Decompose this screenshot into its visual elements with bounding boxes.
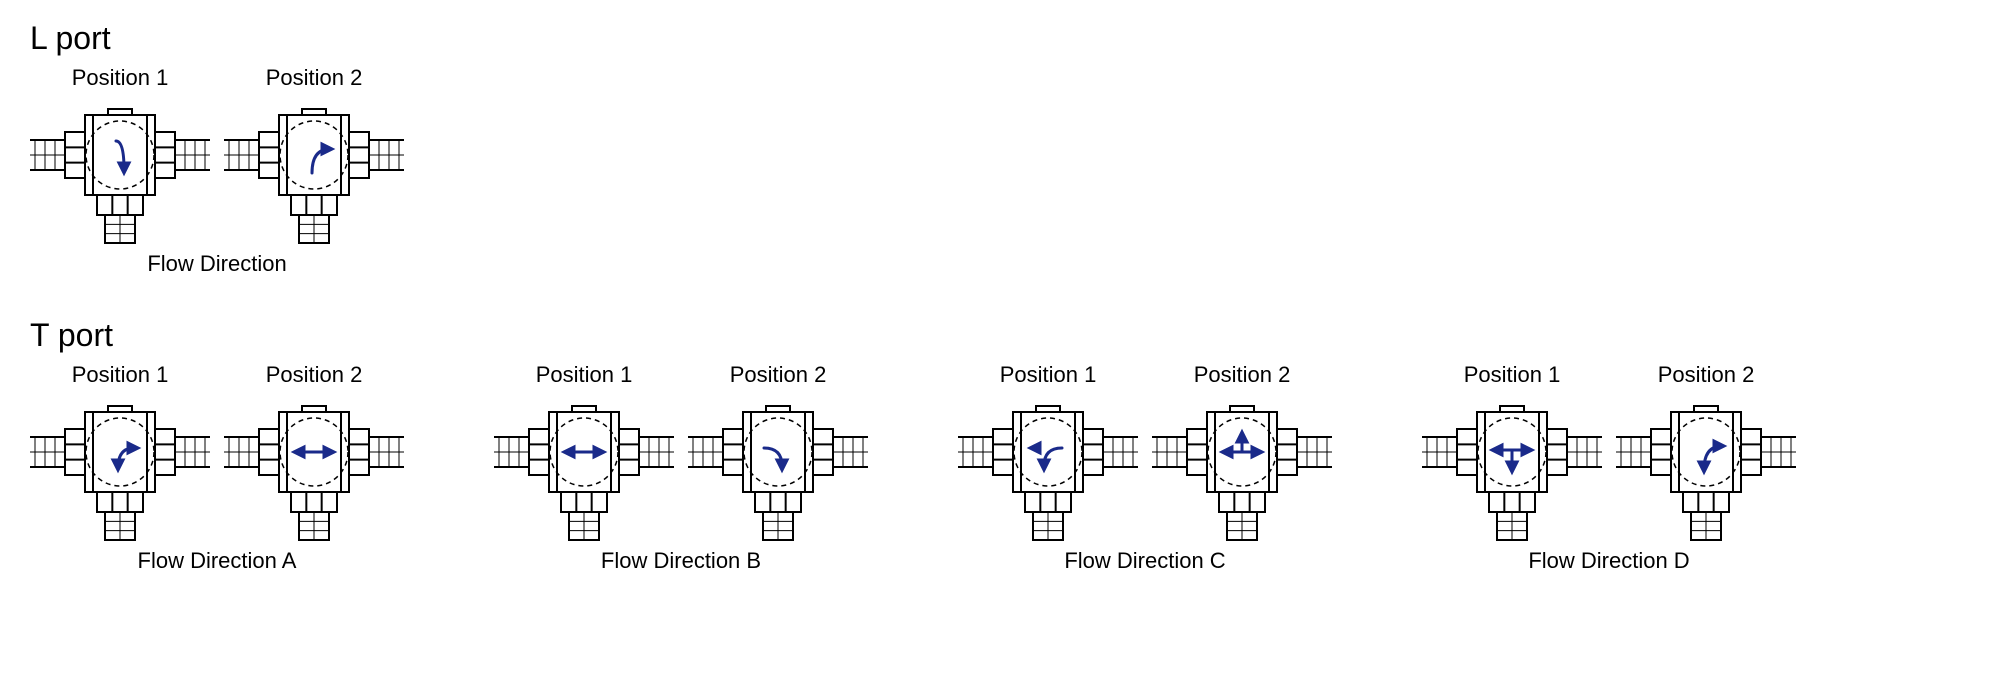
valve-pair: Position 1 Position 2 — [30, 65, 404, 245]
valve-icon — [688, 392, 868, 542]
valve-group: Position 1 Position 2 Flow Direction A — [30, 362, 404, 574]
l-port-row: Position 1 Position 2 Flow Direction — [30, 65, 1970, 277]
position-label: Position 1 — [72, 65, 169, 91]
position-label: Position 2 — [266, 362, 363, 388]
position-label: Position 1 — [1000, 362, 1097, 388]
valve-column: Position 2 — [224, 65, 404, 245]
t-port-row: Position 1Position 2Flow Direction APosi… — [30, 362, 1970, 574]
valve-column: Position 1 — [958, 362, 1138, 542]
l-port-title: L port — [30, 20, 1970, 57]
valve-pair: Position 1 Position 2 — [958, 362, 1332, 542]
valve-group: Position 1 Position 2 Flow Direction B — [494, 362, 868, 574]
position-label: Position 2 — [1194, 362, 1291, 388]
valve-pair: Position 1 Position 2 — [494, 362, 868, 542]
valve-icon — [958, 392, 1138, 542]
valve-column: Position 1 — [1422, 362, 1602, 542]
position-label: Position 1 — [536, 362, 633, 388]
position-label: Position 1 — [1464, 362, 1561, 388]
valve-group: Position 1 Position 2 Flow Direction — [30, 65, 404, 277]
valve-column: Position 2 — [224, 362, 404, 542]
valve-pair: Position 1 Position 2 — [30, 362, 404, 542]
position-label: Position 2 — [730, 362, 827, 388]
flow-direction-label: Flow Direction C — [1064, 548, 1225, 574]
valve-pair: Position 1 Position 2 — [1422, 362, 1796, 542]
flow-direction-label: Flow Direction A — [138, 548, 297, 574]
valve-group: Position 1 Position 2 Flow Direction C — [958, 362, 1332, 574]
valve-icon — [1616, 392, 1796, 542]
valve-icon — [1422, 392, 1602, 542]
t-port-title: T port — [30, 317, 1970, 354]
valve-column: Position 1 — [494, 362, 674, 542]
flow-direction-label: Flow Direction D — [1528, 548, 1689, 574]
valve-column: Position 2 — [1152, 362, 1332, 542]
flow-direction-label: Flow Direction — [147, 251, 286, 277]
position-label: Position 2 — [266, 65, 363, 91]
valve-icon — [224, 392, 404, 542]
valve-column: Position 1 — [30, 362, 210, 542]
valve-icon — [224, 95, 404, 245]
flow-direction-label: Flow Direction B — [601, 548, 761, 574]
valve-column: Position 2 — [688, 362, 868, 542]
valve-icon — [1152, 392, 1332, 542]
valve-column: Position 1 — [30, 65, 210, 245]
valve-group: Position 1 Position 2 Flow Direction D — [1422, 362, 1796, 574]
position-label: Position 1 — [72, 362, 169, 388]
valve-icon — [494, 392, 674, 542]
valve-icon — [30, 95, 210, 245]
valve-column: Position 2 — [1616, 362, 1796, 542]
position-label: Position 2 — [1658, 362, 1755, 388]
valve-icon — [30, 392, 210, 542]
